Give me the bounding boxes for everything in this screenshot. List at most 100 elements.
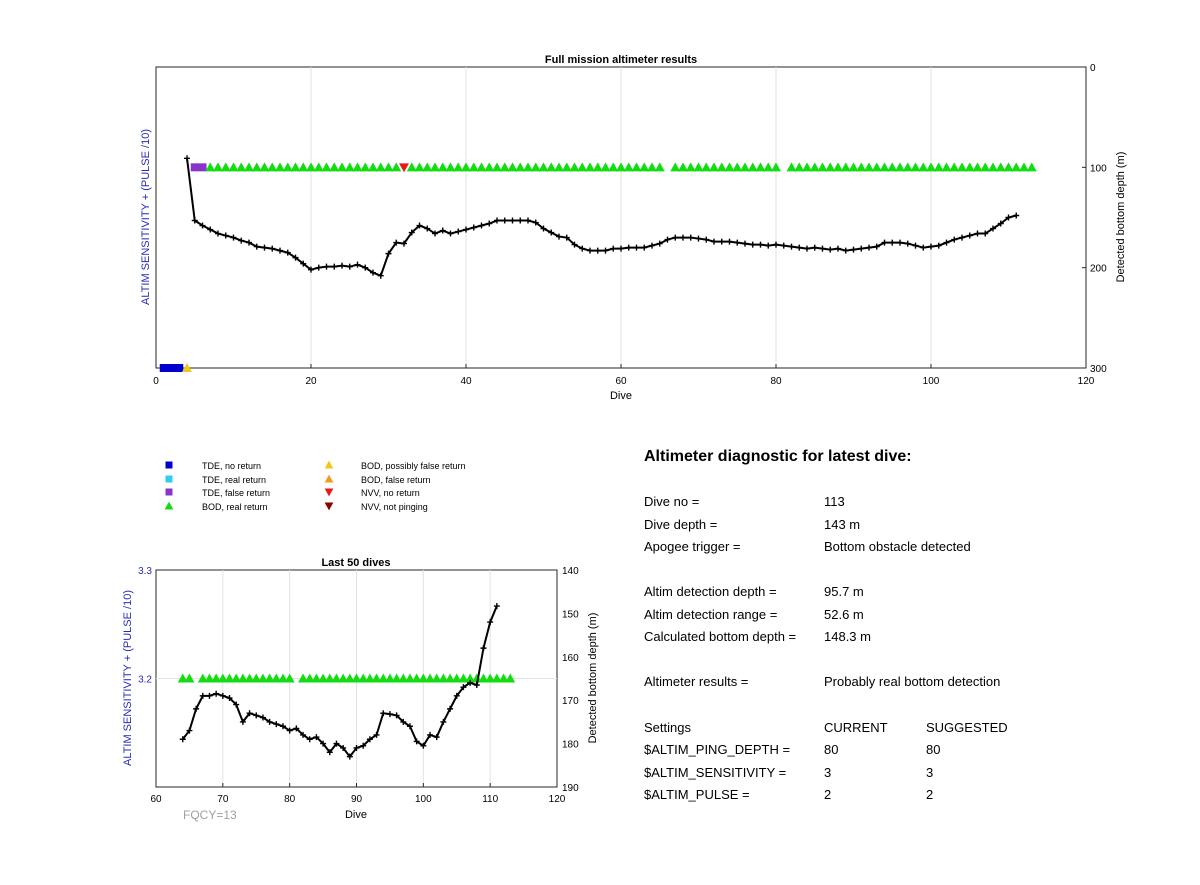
top-altim-marker <box>670 162 681 172</box>
top-depth-point <box>323 263 330 270</box>
top-depth-point <box>362 264 369 271</box>
top-altim-marker <box>817 162 828 172</box>
bottom-depth-point <box>386 711 393 718</box>
top-depth-point <box>757 241 764 248</box>
diagnostic-label: Apogee trigger = <box>644 539 741 554</box>
top-altim-marker <box>926 162 936 172</box>
bottom-depth-point <box>467 679 474 686</box>
bottom-altim-marker <box>217 673 228 683</box>
top-depth-point <box>866 244 872 251</box>
top-chart-marks <box>160 155 1037 372</box>
top-altim-marker <box>437 162 448 172</box>
top-altim-marker <box>848 162 859 172</box>
top-altim-marker <box>167 364 176 372</box>
bottom-altim-marker <box>445 673 456 683</box>
top-altim-marker <box>709 162 719 172</box>
top-depth-point <box>703 236 710 243</box>
top-depth-point <box>889 239 896 246</box>
top-y-tick: 200 <box>1090 264 1107 275</box>
top-depth-point <box>532 219 539 226</box>
bottom-right-y-tick: 190 <box>562 783 579 794</box>
bottom-altim-marker <box>471 673 482 683</box>
top-chart-x-axis-label: Dive <box>610 390 632 402</box>
bottom-chart-x-ticks: 60 70 80 90 100 110 120 <box>150 794 565 805</box>
top-depth-point <box>788 243 795 250</box>
bottom-depth-point <box>219 692 226 699</box>
top-altim-marker <box>592 162 603 172</box>
bottom-depth-point <box>306 736 313 743</box>
top-altim-marker <box>616 162 626 172</box>
top-depth-point <box>587 247 593 254</box>
bottom-depth-point <box>313 734 320 741</box>
top-altim-marker <box>631 162 642 172</box>
bottom-altim-marker <box>231 673 242 683</box>
top-depth-point <box>618 245 624 252</box>
top-x-tick: 60 <box>615 376 627 387</box>
bottom-altim-marker <box>478 673 489 683</box>
bottom-depth-point <box>259 714 266 721</box>
top-altim-marker <box>786 162 797 172</box>
top-altim-marker <box>352 162 363 172</box>
top-depth-point <box>982 230 989 237</box>
top-altim-marker <box>910 162 921 172</box>
bottom-altim-marker <box>398 673 409 683</box>
settings-suggested: 2 <box>926 787 934 802</box>
legend-marker-icon <box>324 474 334 483</box>
top-chart: Full mission altimeter results Dive ALTI… <box>140 54 1127 402</box>
bottom-chart-title: Last 50 dives <box>321 557 390 569</box>
diagnostic-title: Altimeter diagnostic for latest dive: <box>644 448 912 465</box>
top-altim-marker <box>244 162 254 172</box>
top-altim-marker <box>988 162 998 172</box>
top-depth-point <box>346 263 353 270</box>
top-altim-marker <box>964 162 975 172</box>
top-altim-marker <box>654 162 665 172</box>
bottom-depth-point <box>433 734 440 741</box>
diagnostic-value: Probably real bottom detection <box>824 674 1001 689</box>
bottom-depth-point <box>300 731 307 738</box>
top-altim-marker <box>306 162 316 172</box>
bottom-chart-right-y-axis-label: Detected bottom depth (m) <box>587 613 599 744</box>
top-altim-marker <box>1003 162 1014 172</box>
top-depth-point <box>292 254 299 261</box>
bottom-altim-marker <box>338 673 349 683</box>
top-altim-marker <box>368 162 378 172</box>
top-altim-marker <box>282 162 293 172</box>
top-depth-point <box>215 230 221 237</box>
bottom-altim-marker <box>351 673 362 683</box>
top-altim-marker <box>360 162 371 172</box>
bottom-altim-marker <box>451 673 462 683</box>
top-depth-point <box>935 242 942 249</box>
bottom-altim-marker <box>465 673 476 683</box>
top-depth-point <box>1005 214 1012 221</box>
bottom-chart: Last 50 dives Dive FQCY=13 ALTIM SENSITI… <box>122 557 599 822</box>
top-altim-marker <box>236 162 247 172</box>
top-altim-marker <box>864 162 874 172</box>
top-depth-point <box>571 241 578 248</box>
bottom-depth-line <box>181 605 498 759</box>
bottom-x-tick: 90 <box>351 794 363 805</box>
diagnostic-label: Altim detection depth = <box>644 584 777 599</box>
bottom-depth-point <box>366 736 373 743</box>
bottom-altim-marker <box>298 673 308 683</box>
top-depth-point <box>726 238 733 245</box>
bottom-altim-marker <box>224 673 235 683</box>
top-altim-marker <box>887 162 898 172</box>
top-depth-point <box>486 220 493 227</box>
bottom-altim-marker <box>344 673 355 683</box>
bottom-chart-left-y-ticks: 3.3 3.2 <box>138 566 152 686</box>
top-depth-point <box>315 264 322 271</box>
top-x-tick: 120 <box>1078 376 1095 387</box>
top-depth-point <box>602 247 609 254</box>
top-depth-point <box>959 234 965 241</box>
top-y-tick: 100 <box>1090 163 1107 174</box>
top-altim-marker <box>957 162 967 172</box>
top-depth-point <box>277 247 283 254</box>
bottom-chart-x-axis-label: Dive <box>345 809 367 821</box>
top-depth-point <box>339 262 345 269</box>
bottom-altim-marker <box>284 673 295 683</box>
top-altim-marker <box>802 162 812 172</box>
top-altim-marker <box>228 162 239 172</box>
bottom-altim-marker <box>378 673 389 683</box>
top-depth-point <box>997 220 1004 227</box>
bottom-depth-point <box>440 718 447 725</box>
